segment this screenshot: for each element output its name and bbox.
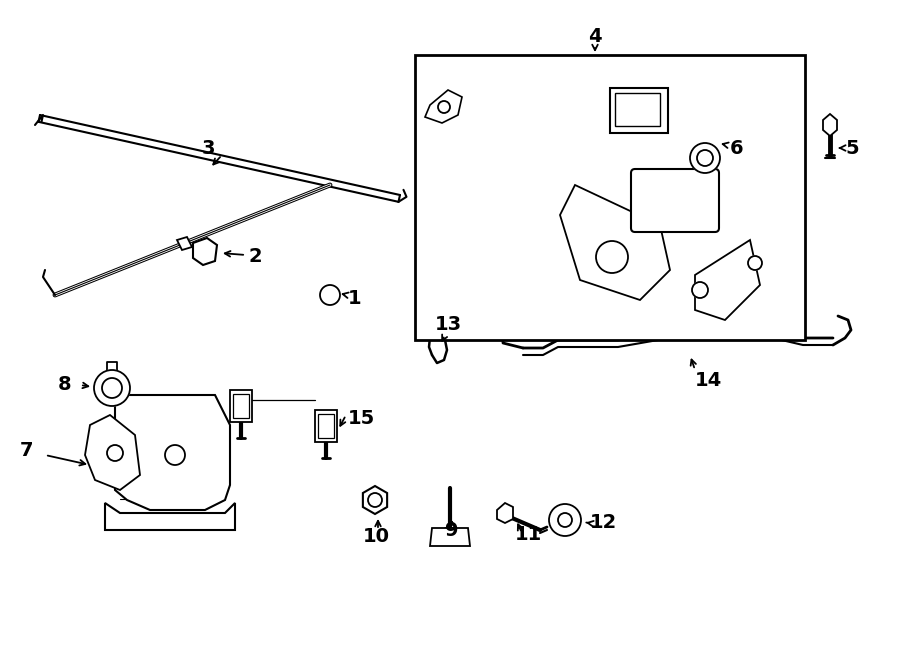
Polygon shape [560, 185, 670, 300]
Polygon shape [823, 114, 837, 136]
Polygon shape [425, 90, 462, 123]
Text: 5: 5 [845, 139, 859, 157]
Circle shape [748, 256, 762, 270]
Circle shape [438, 101, 450, 113]
Polygon shape [115, 395, 230, 510]
Polygon shape [105, 503, 235, 530]
Text: 9: 9 [445, 520, 458, 539]
Circle shape [558, 513, 572, 527]
Bar [233, 394, 249, 418]
Polygon shape [193, 238, 217, 265]
Text: 2: 2 [248, 247, 262, 266]
Circle shape [102, 378, 122, 398]
Polygon shape [363, 486, 387, 514]
Polygon shape [177, 237, 192, 250]
Polygon shape [430, 528, 470, 546]
Circle shape [165, 445, 185, 465]
Text: 8: 8 [58, 375, 72, 395]
Bar [415, 55, 805, 340]
Bar [315, 410, 337, 442]
Circle shape [549, 504, 581, 536]
Circle shape [690, 143, 720, 173]
Text: 1: 1 [348, 288, 362, 307]
Circle shape [692, 282, 708, 298]
Circle shape [368, 493, 382, 507]
Polygon shape [497, 503, 513, 523]
Text: 14: 14 [695, 371, 722, 389]
Circle shape [596, 241, 628, 273]
Bar [230, 390, 252, 422]
Circle shape [697, 150, 713, 166]
Text: 12: 12 [590, 514, 617, 533]
Text: 6: 6 [730, 139, 743, 157]
Polygon shape [695, 240, 760, 320]
Polygon shape [615, 93, 660, 126]
Text: 13: 13 [435, 315, 462, 334]
Polygon shape [85, 415, 140, 490]
Polygon shape [610, 88, 668, 133]
Circle shape [320, 285, 340, 305]
Text: 7: 7 [20, 440, 33, 459]
Text: 10: 10 [363, 527, 390, 547]
Text: 4: 4 [589, 28, 602, 46]
Text: 11: 11 [515, 525, 542, 545]
Circle shape [94, 370, 130, 406]
Text: 15: 15 [348, 408, 375, 428]
Bar [318, 414, 334, 438]
Circle shape [107, 445, 123, 461]
Text: 3: 3 [202, 139, 215, 157]
FancyBboxPatch shape [631, 169, 719, 232]
